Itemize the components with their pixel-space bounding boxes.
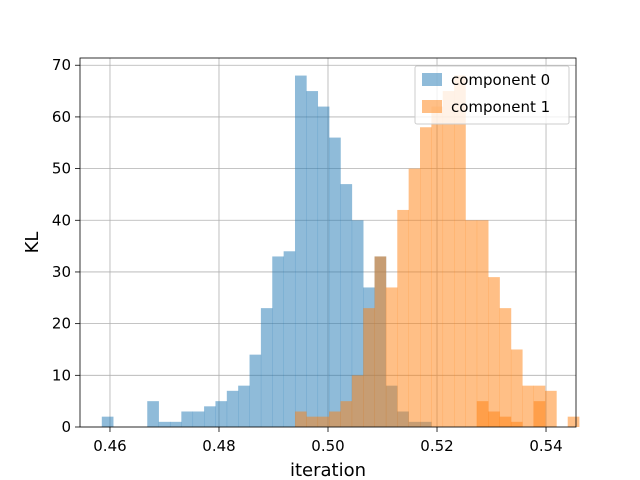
bar-component-1 [545,390,557,427]
legend-label-component-0: component 0 [451,71,550,89]
bar-component-0 [317,106,330,427]
bar-component-1-tail [567,416,580,427]
y-tick-label: 40 [52,211,71,229]
y-axis-title: KL [22,232,43,254]
bar-component-0 [283,251,296,427]
y-tick-label: 20 [52,315,71,333]
bar-component-0 [204,406,216,427]
bar-component-1 [294,411,307,427]
y-tick-label: 50 [52,160,71,178]
bar-component-0 [294,75,307,428]
bar-component-0 [272,256,284,427]
bar-component-0 [306,91,319,428]
bar-component-1 [442,91,455,428]
bar-component-1 [317,416,330,427]
histogram-bars [101,75,580,428]
bar-component-1 [522,385,534,427]
bar-component-1-tail [510,421,523,427]
bar-component-0 [249,354,262,427]
bar-component-1 [363,308,375,427]
x-tick-label: 0.46 [93,437,126,455]
x-tick-label: 0.52 [420,437,453,455]
bar-component-1 [499,308,512,427]
bar-component-1 [454,75,466,428]
bar-component-1-tail [499,416,512,427]
bar-component-0 [238,385,250,427]
bar-component-1 [408,168,421,428]
bar-component-1 [420,127,432,427]
bar-component-0 [226,390,239,427]
bar-component-1 [476,220,489,427]
bar-component-0 [215,401,228,427]
bar-component-1-tail [488,411,500,427]
bar-component-1 [374,256,387,427]
bar-component-0 [181,411,194,427]
bar-component-0 [260,308,273,427]
bar-component-0 [329,137,341,427]
legend: component 0 component 1 [414,65,570,125]
bar-component-1-tail [476,401,489,427]
x-tick-label: 0.54 [529,437,562,455]
bar-component-1 [431,106,444,427]
bar-component-1 [306,416,319,427]
bar-component-0 [158,421,171,427]
x-axis-title: iteration [290,460,366,480]
y-tick-label: 10 [52,366,71,384]
bar-component-0 [101,416,114,427]
bar-component-1 [351,375,364,427]
x-axis-ticks: 0.46 0.48 0.50 0.52 0.54 [93,427,563,455]
y-tick-label: 70 [52,56,71,74]
bar-component-0 [340,184,353,427]
bar-component-1 [340,401,353,427]
x-tick-label: 0.48 [202,437,235,455]
bar-component-0 [147,401,159,427]
bar-component-0 [192,411,205,427]
legend-label-component-1: component 1 [451,98,550,116]
y-axis-ticks: 0 10 20 30 40 50 60 70 [52,56,80,436]
y-tick-label: 60 [52,108,71,126]
bar-component-1 [329,411,341,427]
y-tick-label: 30 [52,263,71,281]
bar-component-1 [385,287,398,427]
bar-component-0 [351,220,364,427]
bar-component-1 [488,277,500,427]
bar-component-0 [169,421,182,427]
bar-component-1 [465,220,478,427]
y-tick-label: 0 [61,418,71,436]
legend-swatch-component-1 [422,100,442,113]
legend-swatch-component-0 [422,73,442,86]
bar-component-1 [397,209,409,427]
legend-box [414,65,570,125]
bar-component-1 [510,349,523,427]
x-tick-label: 0.50 [311,437,344,455]
bar-component-1-tail [533,401,546,427]
